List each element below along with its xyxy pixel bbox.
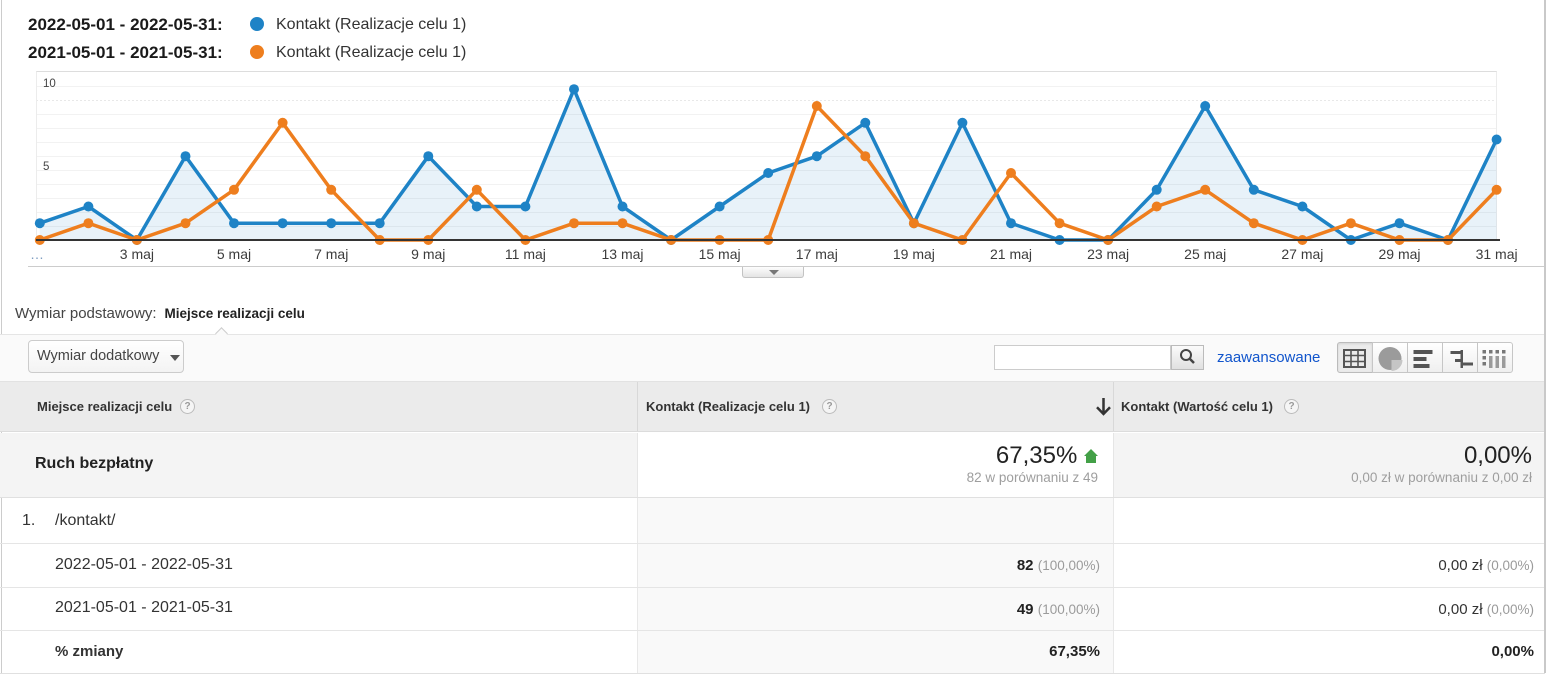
svg-text:23 maj: 23 maj (1087, 246, 1129, 262)
svg-text:…: … (30, 246, 44, 262)
svg-text:7 maj: 7 maj (314, 246, 348, 262)
svg-text:5: 5 (43, 161, 49, 173)
svg-text:31 maj: 31 maj (1476, 246, 1518, 262)
svg-text:13 maj: 13 maj (601, 246, 643, 262)
svg-text:3 maj: 3 maj (120, 246, 154, 262)
svg-text:27 maj: 27 maj (1281, 246, 1323, 262)
svg-text:10: 10 (43, 78, 56, 90)
svg-text:9 maj: 9 maj (411, 246, 445, 262)
svg-text:15 maj: 15 maj (699, 246, 741, 262)
svg-text:17 maj: 17 maj (796, 246, 838, 262)
svg-text:5 maj: 5 maj (217, 246, 251, 262)
svg-text:29 maj: 29 maj (1378, 246, 1420, 262)
svg-text:25 maj: 25 maj (1184, 246, 1226, 262)
svg-text:11 maj: 11 maj (505, 246, 546, 262)
svg-text:21 maj: 21 maj (990, 246, 1032, 262)
svg-text:19 maj: 19 maj (893, 246, 935, 262)
